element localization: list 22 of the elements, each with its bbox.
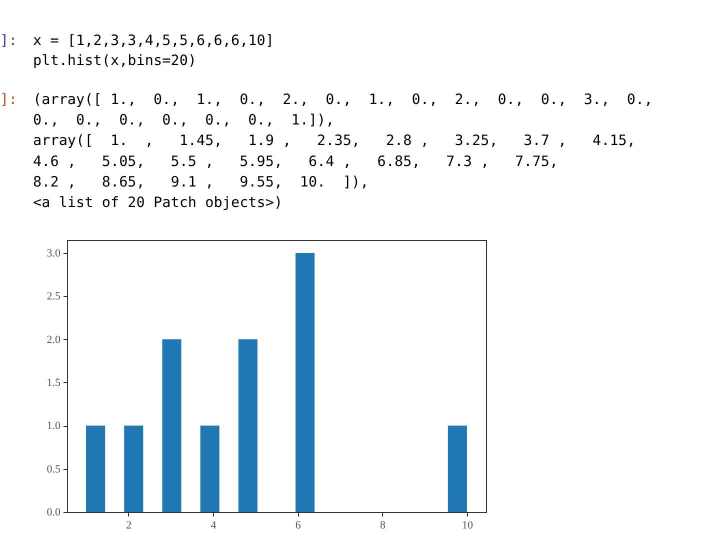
x-tick-label: 4: [210, 520, 217, 532]
x-tick-label: 6: [295, 520, 302, 532]
text: x = [1,2,3,3,4,5,5,6,6,6,10]: [33, 33, 274, 49]
y-tick-label: 2.0: [46, 334, 61, 346]
text: (array([ 1., 0., 1., 0., 2., 0., 1., 0., 2., 0., 0., 3., 0.,: [33, 92, 653, 108]
text: 8.2 , 8.65, 9.1 , 9.55, 10. ]),: [33, 174, 369, 190]
x-tick-label: 8: [380, 520, 386, 532]
y-tick-label: 2.5: [46, 290, 61, 303]
text: 4.6 , 5.05, 5.5 , 5.95, 6.4 , 6.85, 7.3 , 7.75,: [33, 154, 558, 170]
text: array([ 1. , 1.45, 1.9 , 2.35, 2.8 , 3.25, 3.7 , 4.15,: [33, 133, 636, 150]
text: ]:: [0, 33, 18, 49]
text: plt.hist(x,bins=20): [33, 53, 197, 69]
x-tick-label: 2: [126, 520, 132, 532]
y-tick-label: 0.5: [46, 463, 61, 476]
text: <a list of 20 Patch objects>): [33, 195, 283, 211]
text: ]:: [0, 92, 18, 108]
y-tick-label: 3.0: [46, 247, 61, 260]
x-tick-label: 10: [462, 520, 474, 532]
text: 0., 0., 0., 0., 0., 0., 1.]),: [33, 112, 334, 129]
y-tick-label: 1.0: [46, 420, 61, 432]
y-tick-label: 0.0: [46, 506, 61, 518]
y-tick-label: 1.5: [46, 376, 61, 389]
